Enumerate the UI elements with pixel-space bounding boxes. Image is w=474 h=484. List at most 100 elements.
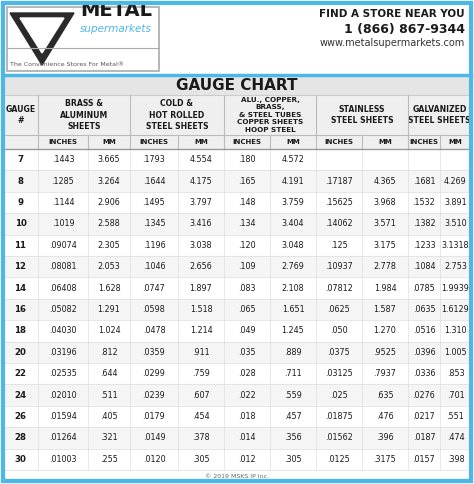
Text: 3.891: 3.891 <box>444 198 467 207</box>
Text: MM: MM <box>194 139 208 145</box>
Bar <box>3 3 471 75</box>
Text: 1.270: 1.270 <box>374 326 396 335</box>
Text: .0396: .0396 <box>413 348 435 357</box>
Text: .07812: .07812 <box>325 284 353 293</box>
Text: .7937: .7937 <box>374 369 396 378</box>
Text: 3.416: 3.416 <box>190 219 212 228</box>
Text: .551: .551 <box>447 412 465 421</box>
Text: .014: .014 <box>238 433 256 442</box>
Text: .018: .018 <box>238 412 256 421</box>
Text: .305: .305 <box>284 455 302 464</box>
Text: .405: .405 <box>100 412 118 421</box>
Text: .02010: .02010 <box>49 391 77 400</box>
Text: .607: .607 <box>192 391 210 400</box>
Text: .15625: .15625 <box>325 198 353 207</box>
Text: .01264: .01264 <box>49 433 77 442</box>
Text: 12: 12 <box>15 262 27 271</box>
Text: .0120: .0120 <box>143 455 165 464</box>
Text: .0299: .0299 <box>143 369 165 378</box>
Text: COLD &
HOT ROLLED
STEEL SHEETS: COLD & HOT ROLLED STEEL SHEETS <box>146 99 208 131</box>
Text: .148: .148 <box>238 198 256 207</box>
Text: .853: .853 <box>447 369 465 378</box>
Text: .0336: .0336 <box>413 369 435 378</box>
Text: .1144: .1144 <box>52 198 74 207</box>
Text: .0375: .0375 <box>328 348 350 357</box>
Text: © 2019 MSKS IP Inc.: © 2019 MSKS IP Inc. <box>205 474 269 479</box>
Text: 2.778: 2.778 <box>374 262 396 271</box>
Text: 20: 20 <box>15 348 27 357</box>
Text: 8: 8 <box>18 177 24 185</box>
Text: 1.628: 1.628 <box>98 284 120 293</box>
Text: .0239: .0239 <box>143 391 165 400</box>
Bar <box>3 213 471 235</box>
Text: 3.665: 3.665 <box>98 155 120 164</box>
Text: .134: .134 <box>238 219 256 228</box>
Text: .04030: .04030 <box>49 326 77 335</box>
Text: .109: .109 <box>238 262 256 271</box>
Bar <box>3 427 471 449</box>
Text: 3.571: 3.571 <box>374 219 396 228</box>
Text: INCHES: INCHES <box>48 139 78 145</box>
Text: 3.175: 3.175 <box>374 241 396 250</box>
Text: .180: .180 <box>238 155 256 164</box>
Text: STAINLESS
STEEL SHEETS: STAINLESS STEEL SHEETS <box>331 105 393 125</box>
Text: .396: .396 <box>376 433 394 442</box>
Text: MM: MM <box>448 139 462 145</box>
Text: .01562: .01562 <box>325 433 353 442</box>
Text: .305: .305 <box>192 455 210 464</box>
Text: 26: 26 <box>15 412 27 421</box>
Text: 7: 7 <box>18 155 24 164</box>
Text: .474: .474 <box>447 433 465 442</box>
Text: .028: .028 <box>238 369 256 378</box>
Text: .05082: .05082 <box>49 305 77 314</box>
Text: .911: .911 <box>192 348 210 357</box>
Text: 3.510: 3.510 <box>444 219 467 228</box>
Bar <box>3 342 471 363</box>
Bar <box>3 277 471 299</box>
Text: .378: .378 <box>192 433 210 442</box>
Text: .06408: .06408 <box>49 284 77 293</box>
Bar <box>3 363 471 384</box>
Text: .0217: .0217 <box>413 412 436 421</box>
Text: 2.053: 2.053 <box>98 262 120 271</box>
Text: INCHES: INCHES <box>233 139 262 145</box>
Text: .050: .050 <box>330 326 348 335</box>
Bar <box>3 449 471 470</box>
Text: 3.048: 3.048 <box>282 241 304 250</box>
Text: .0149: .0149 <box>143 433 165 442</box>
Text: .0276: .0276 <box>413 391 436 400</box>
Text: 24: 24 <box>14 391 27 400</box>
Text: 14: 14 <box>14 284 27 293</box>
Text: 3.264: 3.264 <box>98 177 120 185</box>
Text: 3.968: 3.968 <box>374 198 396 207</box>
Text: www.metalsupermarkets.com: www.metalsupermarkets.com <box>320 38 465 48</box>
Text: .1019: .1019 <box>52 219 74 228</box>
Text: .049: .049 <box>238 326 256 335</box>
FancyBboxPatch shape <box>7 7 159 71</box>
Bar <box>3 235 471 256</box>
Text: .03196: .03196 <box>49 348 77 357</box>
Text: .165: .165 <box>238 177 256 185</box>
Text: .022: .022 <box>238 391 256 400</box>
Text: 3.759: 3.759 <box>282 198 304 207</box>
Text: .1196: .1196 <box>143 241 165 250</box>
Text: INCHES: INCHES <box>410 139 438 145</box>
Text: 1.245: 1.245 <box>282 326 304 335</box>
Text: .012: .012 <box>238 455 256 464</box>
Text: 1.6129: 1.6129 <box>442 305 469 314</box>
Text: .120: .120 <box>238 241 256 250</box>
Text: 18: 18 <box>15 326 27 335</box>
Text: .0478: .0478 <box>143 326 165 335</box>
Bar <box>3 95 471 135</box>
Text: .476: .476 <box>376 412 394 421</box>
Text: .759: .759 <box>192 369 210 378</box>
Text: 1.587: 1.587 <box>374 305 396 314</box>
Polygon shape <box>20 18 64 53</box>
Text: 1.214: 1.214 <box>190 326 212 335</box>
Text: .635: .635 <box>376 391 394 400</box>
Text: .03125: .03125 <box>325 369 353 378</box>
Text: .0625: .0625 <box>328 305 350 314</box>
Text: 10: 10 <box>15 219 27 228</box>
Text: .0747: .0747 <box>143 284 165 293</box>
Text: .889: .889 <box>284 348 302 357</box>
